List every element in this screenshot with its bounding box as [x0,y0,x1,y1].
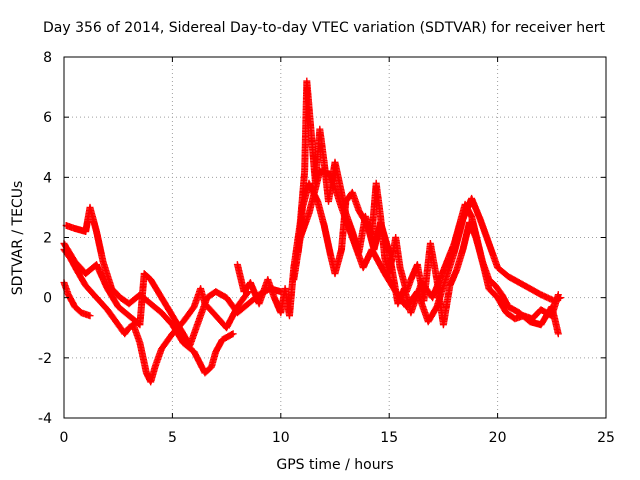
y-tick-label: -2 [38,351,52,367]
series-track3 [62,203,237,377]
x-tick-label: 5 [168,430,177,446]
y-tick-label: 2 [43,231,52,247]
y-tick-label: -4 [38,411,52,427]
x-tick-label: 10 [272,430,290,446]
marker-trail [290,167,564,326]
y-tick-label: 8 [43,50,52,66]
axis-ticks: 0 5 10 15 20 25 -4 -2 0 2 4 6 8 [38,50,615,446]
marker-trail [62,203,237,377]
x-axis-label: GPS time / hours [276,457,394,473]
y-tick-label: 4 [43,170,52,186]
x-tick-label: 0 [60,430,69,446]
chart-title: Day 356 of 2014, Sidereal Day-to-day VTE… [43,20,605,36]
x-tick-label: 25 [597,430,615,446]
chart-grid [64,57,606,418]
x-tick-label: 15 [380,430,398,446]
series-track7 [290,167,564,326]
y-tick-label: 6 [43,110,52,126]
data-markers [60,77,564,386]
y-tick-label: 0 [43,291,52,307]
x-tick-label: 20 [489,430,507,446]
y-axis-label: SDTVAR / TECUs [10,180,26,296]
